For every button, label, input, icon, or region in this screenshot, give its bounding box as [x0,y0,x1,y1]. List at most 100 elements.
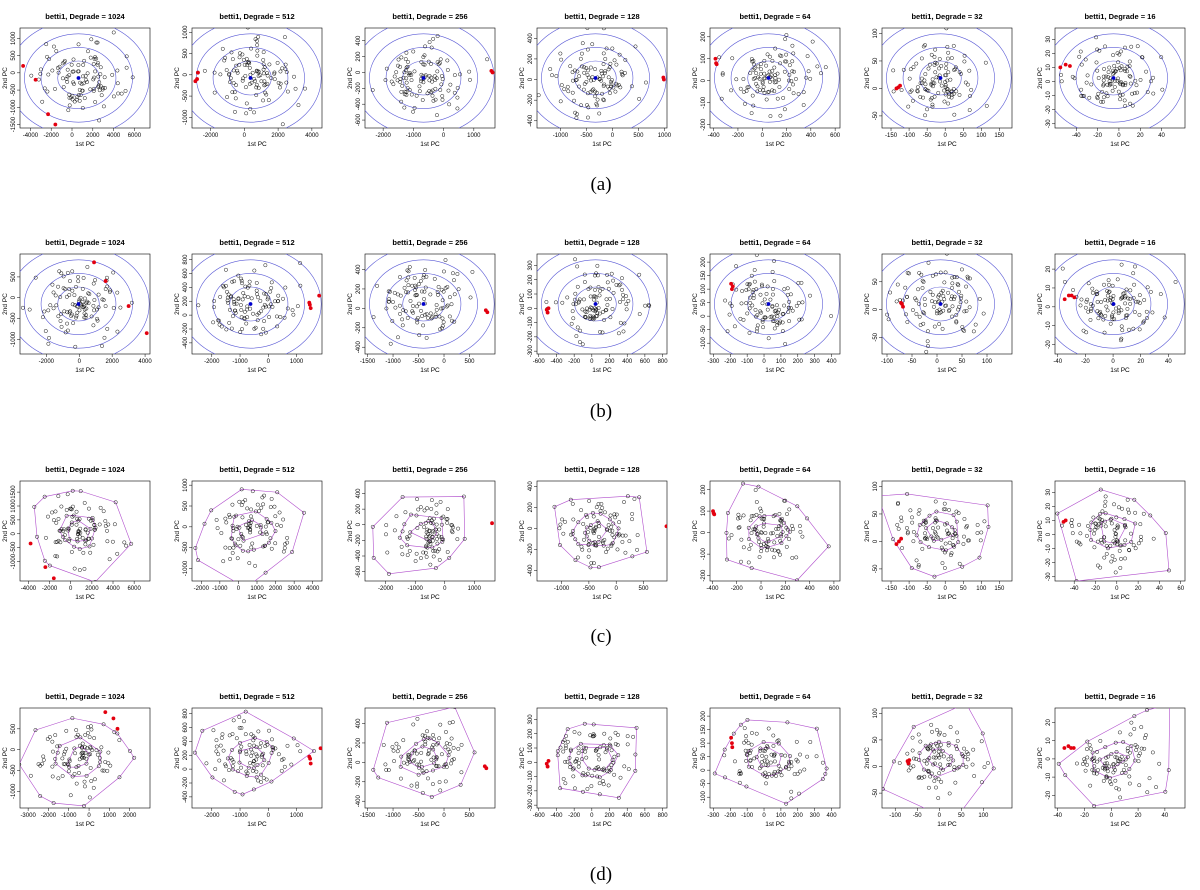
center-point [248,76,253,80]
y-tick-label: 600 [183,268,189,279]
data-point [1114,66,1119,71]
data-point [302,510,306,515]
data-point [1103,499,1108,504]
data-point [795,504,800,509]
data-point [51,518,56,523]
data-point [261,67,266,72]
data-point [397,535,402,540]
data-point [603,69,608,74]
data-point [592,527,597,532]
data-point [1116,89,1121,94]
data-point [591,294,596,299]
data-point [433,86,438,91]
data-point [741,317,746,322]
data-point [447,102,452,107]
data-point [770,58,775,63]
data-point [266,304,271,309]
ellipse-contour-0 [574,60,617,96]
data-point [414,513,419,518]
data-point [243,74,248,78]
panel-title: betti1, Degrade = 32 [911,12,982,21]
data-point [911,98,915,103]
data-point [238,51,242,56]
y-tick-label: 600 [183,722,189,733]
data-point [765,745,770,750]
data-point [1056,761,1061,766]
data-point [436,292,440,297]
data-point [1098,512,1102,517]
data-point [53,86,57,91]
data-point [92,777,97,782]
data-point [1127,547,1131,552]
data-point [80,755,85,760]
data-point [558,99,563,104]
data-point [1095,539,1100,544]
data-point [762,517,767,522]
outlier-point [1071,746,1076,750]
data-point [1097,516,1102,521]
data-point [609,271,614,276]
data-point [936,777,941,782]
data-point [601,543,606,548]
data-point [69,520,74,525]
data-point [946,290,951,295]
data-point [755,84,760,89]
data-point [263,744,268,749]
data-point [32,504,37,509]
x-tick-label: 400 [622,813,633,819]
data-point [279,768,284,773]
data-point [755,89,760,94]
data-point [371,767,376,772]
data-point [1112,63,1117,68]
data-point [438,327,442,332]
data-point [924,349,929,354]
data-point [985,761,990,765]
data-point [239,308,244,312]
data-point [1095,749,1099,754]
data-point [1114,515,1119,520]
data-point [430,534,435,539]
data-point [66,528,71,533]
hull-contour-0 [20,717,135,807]
data-point [795,771,800,776]
data-point [903,285,908,290]
plot-frame [191,253,323,355]
data-point [1113,531,1118,536]
data-point [1151,536,1156,541]
data-point [791,527,796,532]
center-point [766,76,771,80]
data-point [575,264,580,269]
data-point [1139,534,1143,539]
data-point [608,517,612,522]
plot-frame [19,27,151,129]
data-point [210,775,215,780]
x-tick-label: 400 [827,359,838,365]
data-point [98,760,103,765]
x-tick-label: -20 [1093,133,1102,139]
data-point [276,299,281,303]
data-point [805,54,810,59]
data-point [1119,49,1123,54]
data-point [413,283,418,288]
data-point [409,512,413,517]
data-point [97,756,102,760]
data-point [65,328,70,333]
data-point [1125,306,1130,311]
data-point [1078,531,1083,536]
data-point [450,530,455,535]
y-tick-label: 400 [528,481,534,492]
x-tick-label: 500 [465,359,476,365]
data-point [920,546,925,551]
y-axis-label: 2nd PC [692,293,699,315]
data-point [624,307,629,312]
data-point [212,305,216,310]
panel-title: betti1, Degrade = 64 [739,465,811,474]
data-point [433,566,438,570]
data-point [1099,313,1104,318]
data-point [1122,67,1127,71]
data-point [595,97,600,102]
data-point [611,278,616,283]
ellipse-contour-1 [212,273,289,335]
data-point [400,529,405,534]
